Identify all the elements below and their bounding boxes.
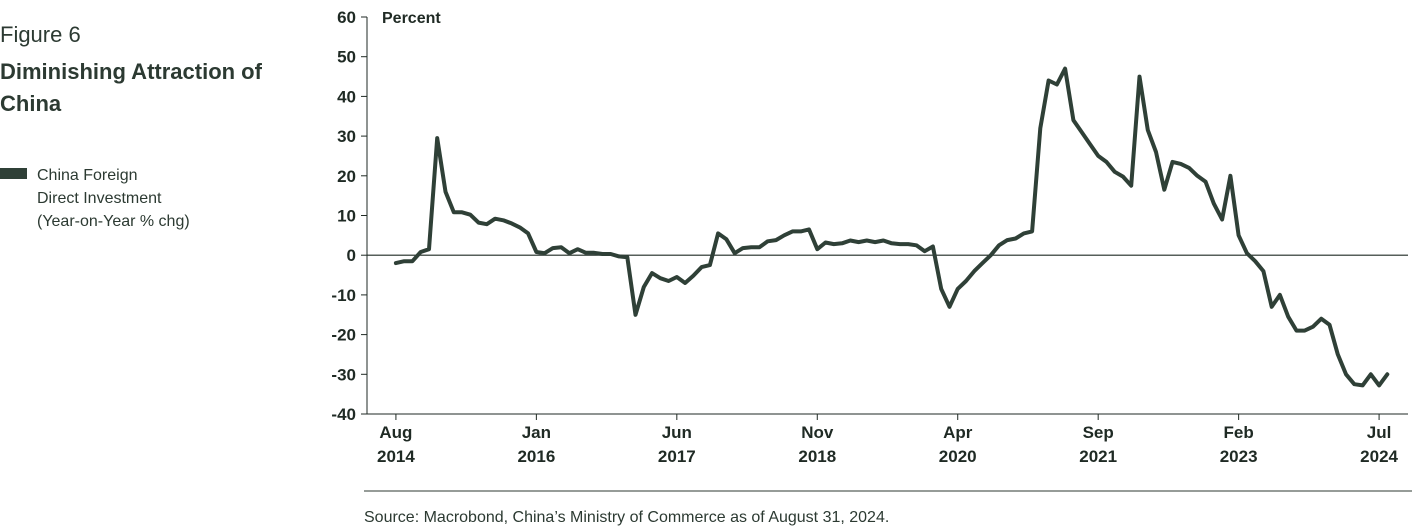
y-tick-label: 60 bbox=[337, 8, 356, 27]
legend-swatch bbox=[0, 168, 27, 179]
x-tick-label-month: Jul bbox=[1367, 423, 1392, 442]
x-tick-label-month: Apr bbox=[943, 423, 973, 442]
y-tick-label: 30 bbox=[337, 127, 356, 146]
y-tick-label: 50 bbox=[337, 48, 356, 67]
x-axis: Aug 2014 Jan 2016 Jun 2017 Nov 2018 Apr 2020 Sep 20… bbox=[367, 413, 1408, 466]
x-tick-label-month: Sep bbox=[1083, 423, 1114, 442]
y-tick-label: -10 bbox=[331, 286, 356, 305]
y-tick-label: -40 bbox=[331, 405, 356, 424]
series-line-fdi bbox=[393, 66, 1390, 388]
x-tick-label-year: 2020 bbox=[939, 447, 977, 466]
x-tick-label-month: Aug bbox=[379, 423, 412, 442]
plot-area bbox=[367, 66, 1408, 388]
x-tick-label-year: 2016 bbox=[517, 447, 555, 466]
x-tick-label-month: Feb bbox=[1224, 423, 1254, 442]
x-tick-label-year: 2017 bbox=[658, 447, 696, 466]
x-tick-label-month: Jun bbox=[662, 423, 692, 442]
y-tick-label: -30 bbox=[331, 365, 356, 384]
x-tick-label-year: 2024 bbox=[1360, 447, 1398, 466]
y-tick-label: 20 bbox=[337, 167, 356, 186]
y-tick-label: 0 bbox=[347, 246, 356, 265]
x-tick-label-year: 2014 bbox=[377, 447, 415, 466]
y-tick-label: 10 bbox=[337, 207, 356, 226]
y-axis: 60 50 40 30 20 10 0 -10 -20 -30 -40 Percent bbox=[331, 8, 441, 424]
x-tick-label-month: Jan bbox=[522, 423, 551, 442]
y-axis-unit-label: Percent bbox=[382, 10, 441, 27]
x-tick-label-month: Nov bbox=[801, 423, 834, 442]
x-tick-label-year: 2023 bbox=[1220, 447, 1258, 466]
figure-label: Figure 6 bbox=[0, 22, 81, 47]
figure-title: Diminishing Attraction of China bbox=[0, 59, 262, 116]
legend-label: China Foreign Direct Investment (Year-on… bbox=[37, 167, 190, 230]
x-tick-label-year: 2021 bbox=[1079, 447, 1117, 466]
x-tick-label-year: 2018 bbox=[798, 447, 836, 466]
y-tick-label: -20 bbox=[331, 326, 356, 345]
y-tick-label: 40 bbox=[337, 87, 356, 106]
source-note: Source: Macrobond, China’s Ministry of C… bbox=[364, 509, 890, 526]
